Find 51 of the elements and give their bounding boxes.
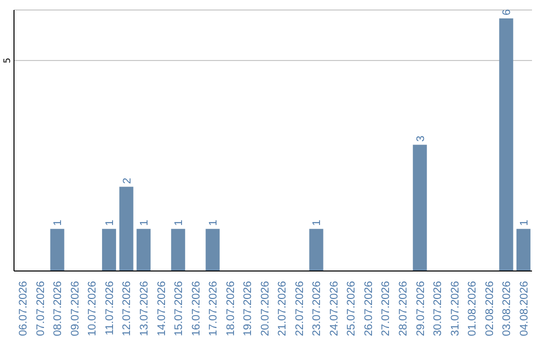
data-label: 1 — [311, 220, 324, 226]
x-tick-label: 02.08.2026 — [484, 281, 496, 336]
x-tick-label: 11.07.2026 — [104, 281, 116, 336]
x-tick-label: 01.08.2026 — [466, 281, 479, 336]
x-tick-label: 08.07.2026 — [52, 281, 64, 336]
x-tick-label: 25.07.2026 — [346, 281, 358, 336]
x-tick-label: 18.07.2026 — [224, 281, 237, 336]
data-label: 1 — [173, 220, 186, 226]
x-tick-label: 10.07.2026 — [86, 281, 99, 336]
data-label: 2 — [121, 178, 134, 184]
data-label: 1 — [208, 220, 220, 226]
bar — [50, 228, 64, 271]
x-tick-label: 04.08.2026 — [518, 281, 530, 336]
bar — [119, 186, 134, 271]
x-tick-label: 07.07.2026 — [34, 281, 47, 336]
x-tick-label: 13.07.2026 — [138, 281, 150, 336]
x-tick-label: 28.07.2026 — [398, 281, 410, 336]
x-tick-label: 12.07.2026 — [121, 281, 134, 336]
x-tick-label: 09.07.2026 — [69, 281, 82, 336]
x-tick-label: 17.07.2026 — [208, 281, 220, 336]
x-tick-label: 14.07.2026 — [156, 281, 168, 336]
bar — [171, 228, 186, 271]
x-tick-label: 16.07.2026 — [190, 281, 202, 336]
data-label: 1 — [104, 220, 116, 226]
bar — [136, 228, 151, 271]
x-tick-label: 22.07.2026 — [294, 281, 306, 336]
x-tick-label: 31.07.2026 — [449, 281, 462, 336]
x-tick-label: 24.07.2026 — [328, 281, 340, 336]
bar — [516, 228, 530, 271]
x-tick-label: 19.07.2026 — [242, 281, 254, 336]
data-label: 1 — [518, 220, 530, 226]
x-tick-label: 03.08.2026 — [501, 281, 514, 336]
bar — [206, 228, 220, 271]
bar — [499, 18, 514, 271]
bar — [412, 144, 427, 271]
data-label: 6 — [501, 9, 514, 16]
data-label: 1 — [52, 220, 64, 226]
bar — [102, 228, 116, 271]
data-label: 1 — [138, 220, 151, 226]
x-tick-label: 15.07.2026 — [173, 281, 186, 336]
x-tick-label: 06.07.2026 — [18, 281, 30, 336]
y-tick-label: 5 — [3, 58, 13, 64]
x-tick-label: 30.07.2026 — [432, 281, 444, 336]
x-tick-label: 21.07.2026 — [276, 281, 289, 336]
x-tick-label: 23.07.2026 — [311, 281, 324, 336]
x-tick-label: 26.07.2026 — [362, 281, 375, 336]
x-tick-label: 27.07.2026 — [380, 281, 392, 336]
bar — [309, 228, 324, 271]
x-tick-label: 20.07.2026 — [259, 281, 272, 336]
x-tick-label: 29.07.2026 — [414, 281, 427, 336]
data-label: 3 — [414, 136, 427, 142]
